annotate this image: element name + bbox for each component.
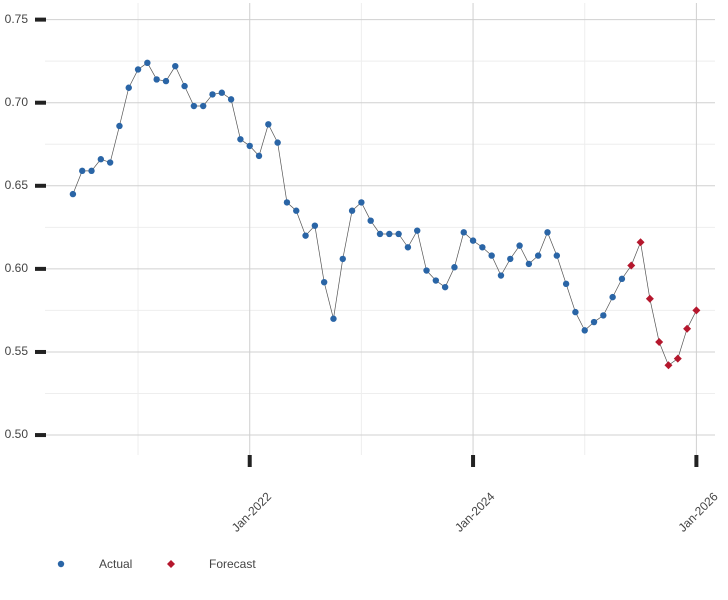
data-point <box>423 267 430 274</box>
x-tick-label: Jan-2024 <box>452 489 498 535</box>
data-point <box>330 315 337 322</box>
data-point <box>255 152 263 160</box>
legend-marker <box>167 560 175 568</box>
data-point <box>544 229 551 236</box>
data-point <box>116 122 123 130</box>
data-point <box>265 121 272 128</box>
data-point <box>88 167 95 175</box>
series-line <box>630 240 697 366</box>
data-point <box>386 230 393 238</box>
data-point <box>581 327 588 334</box>
data-point <box>162 77 170 85</box>
data-point <box>311 222 319 229</box>
data-point <box>572 308 579 316</box>
data-point <box>469 237 477 244</box>
data-point <box>153 76 160 83</box>
data-point <box>683 324 692 333</box>
data-point <box>227 96 235 103</box>
y-tick-label: 0.75 <box>5 12 29 26</box>
data-point <box>172 62 179 70</box>
data-point <box>181 82 188 90</box>
data-point <box>553 252 561 259</box>
data-point <box>655 338 664 346</box>
data-point <box>246 142 253 150</box>
data-point <box>79 167 86 175</box>
x-tick-label: Jan-2026 <box>675 489 721 535</box>
y-tick-label: 0.70 <box>5 95 29 109</box>
data-point <box>692 306 701 315</box>
data-point <box>627 261 636 270</box>
data-point <box>451 264 458 271</box>
data-point <box>562 280 570 288</box>
data-point <box>673 354 682 363</box>
data-point <box>339 255 346 263</box>
data-point <box>414 227 421 234</box>
data-point <box>218 89 226 96</box>
data-point <box>348 207 356 214</box>
data-point <box>209 91 216 98</box>
data-point <box>609 293 616 301</box>
data-point <box>320 278 328 286</box>
data-point <box>590 318 598 326</box>
data-point <box>636 238 645 247</box>
data-point <box>358 199 365 206</box>
y-tick-label: 0.50 <box>5 427 29 441</box>
data-point <box>376 230 384 238</box>
y-tick-label: 0.65 <box>5 178 29 192</box>
data-point <box>125 84 132 91</box>
data-point <box>106 159 114 166</box>
data-point <box>488 252 495 259</box>
data-point <box>460 229 467 236</box>
data-point <box>367 217 374 224</box>
legend-marker <box>57 560 65 568</box>
data-point <box>441 283 449 291</box>
data-point <box>293 207 300 214</box>
data-point <box>525 260 533 268</box>
data-point <box>69 190 77 198</box>
data-point <box>395 230 402 238</box>
data-point <box>534 252 542 259</box>
y-tick-label: 0.55 <box>5 344 29 358</box>
data-point <box>302 232 309 239</box>
x-tick-label: Jan-2022 <box>229 489 275 535</box>
y-tick-label: 0.60 <box>5 261 29 275</box>
data-point <box>144 59 151 67</box>
data-point <box>432 277 440 284</box>
data-point <box>404 244 412 251</box>
data-point <box>516 242 523 249</box>
data-point <box>134 66 142 73</box>
data-point <box>199 102 207 110</box>
data-point <box>479 244 486 251</box>
data-point <box>645 294 654 303</box>
data-point <box>497 272 505 279</box>
data-point <box>507 255 514 263</box>
data-point <box>600 312 607 319</box>
data-point <box>618 275 626 283</box>
data-point <box>664 361 673 370</box>
data-point <box>237 136 244 143</box>
data-point <box>190 102 198 110</box>
data-point <box>274 139 281 146</box>
legend-label: Forecast <box>209 557 256 571</box>
data-point <box>97 156 105 163</box>
data-point <box>283 199 291 206</box>
legend-label: Actual <box>99 557 132 571</box>
